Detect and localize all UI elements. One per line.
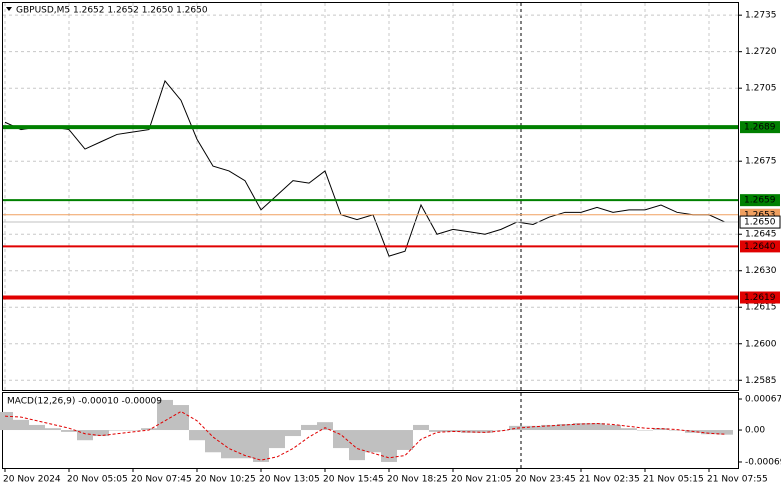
macd-bar — [701, 430, 717, 435]
macd-bar — [493, 430, 509, 431]
macd-bar — [605, 424, 621, 431]
price-line — [4, 79, 726, 257]
level-label-box — [740, 121, 780, 134]
macd-bar — [429, 430, 445, 432]
macd-bar — [541, 424, 557, 431]
macd-bar — [621, 428, 637, 431]
macd-title: MACD(12,26,9) -0.00010 -0.00009 — [7, 397, 162, 407]
macd-bar — [109, 430, 125, 431]
y-tick-label: 0.00067 — [745, 395, 781, 405]
level-label: 1.2653 — [744, 210, 776, 220]
x-tick-label: 20 Nov 13:05 — [259, 475, 320, 485]
y-tick-label: 1.2615 — [745, 303, 777, 313]
macd-bar — [333, 430, 349, 449]
macd-bar — [589, 423, 605, 431]
level-label: 1.2650 — [744, 218, 776, 228]
y-tick-label: 1.2585 — [745, 376, 777, 386]
level-label: 1.2659 — [744, 196, 776, 206]
macd-bar — [301, 424, 317, 431]
chart-title: GBPUSD,M5 1.2652 1.2652 1.2650 1.2650 — [16, 6, 208, 16]
x-tick-label: 20 Nov 18:25 — [387, 475, 448, 485]
macd-bar — [205, 430, 221, 453]
macd-bar — [477, 430, 493, 433]
macd-bar — [653, 428, 669, 431]
macd-bar — [557, 424, 573, 431]
macd-bar — [637, 430, 653, 431]
macd-bar — [365, 430, 381, 453]
menu-arrow — [6, 7, 12, 11]
y-tick-label: 0.00 — [745, 426, 765, 436]
x-tick-label: 21 Nov 02:35 — [579, 475, 640, 485]
y-tick-label: 1.2720 — [745, 47, 777, 57]
level-label: 1.2689 — [744, 123, 776, 133]
y-tick-label: 1.2600 — [745, 339, 777, 349]
level-label-box — [740, 240, 780, 253]
macd-bar — [29, 424, 45, 431]
x-tick-label: 20 Nov 05:05 — [67, 475, 128, 485]
level-label: 1.2640 — [744, 242, 776, 252]
y-tick-label: 1.2630 — [745, 266, 777, 276]
macd-bar — [221, 430, 237, 459]
x-tick-label: 21 Nov 07:55 — [707, 475, 768, 485]
macd-bar — [45, 428, 61, 431]
level-label-box — [740, 291, 780, 304]
macd-bar — [269, 430, 285, 449]
y-tick-label: 1.2705 — [745, 84, 777, 94]
main-frame — [2, 2, 739, 391]
macd-bar — [13, 419, 29, 431]
y-tick-label: 1.2675 — [745, 157, 777, 167]
macd-bar — [381, 430, 397, 462]
macd-bar — [717, 430, 733, 435]
x-tick-label: 20 Nov 15:45 — [323, 475, 384, 485]
macd-bar — [525, 425, 541, 431]
macd-bar — [317, 422, 333, 431]
x-tick-label: 20 Nov 23:45 — [515, 475, 576, 485]
macd-bar — [669, 430, 685, 431]
macd-bar — [173, 405, 189, 431]
macd-bar — [157, 399, 173, 431]
level-label-box — [740, 194, 780, 207]
x-tick-label: 20 Nov 07:45 — [131, 475, 192, 485]
macd-bar — [237, 430, 253, 459]
macd-bar — [253, 430, 269, 462]
macd-bar — [349, 430, 365, 461]
y-tick-label: 1.2735 — [745, 11, 777, 21]
macd-bar — [61, 430, 77, 432]
macd-bar — [397, 430, 413, 450]
macd-bar — [285, 430, 301, 437]
macd-bar — [0, 411, 13, 431]
y-tick-label: 1.2645 — [745, 230, 777, 240]
x-tick-label: 20 Nov 21:05 — [451, 475, 512, 485]
macd-bar — [141, 428, 157, 431]
signal-line — [4, 410, 726, 461]
macd-bar — [573, 423, 589, 431]
x-tick-label: 20 Nov 2024 — [3, 475, 61, 485]
macd-bar — [77, 430, 93, 441]
macd-bar — [413, 424, 429, 431]
level-label: 1.2619 — [744, 293, 776, 303]
macd-bar — [93, 430, 109, 437]
level-label-box — [739, 215, 781, 229]
macd-bar — [125, 430, 141, 431]
macd-bar — [189, 430, 205, 441]
y-tick-label: -0.00069 — [745, 457, 781, 467]
x-tick-label: 21 Nov 05:15 — [643, 475, 704, 485]
x-tick-label: 20 Nov 10:25 — [195, 475, 256, 485]
